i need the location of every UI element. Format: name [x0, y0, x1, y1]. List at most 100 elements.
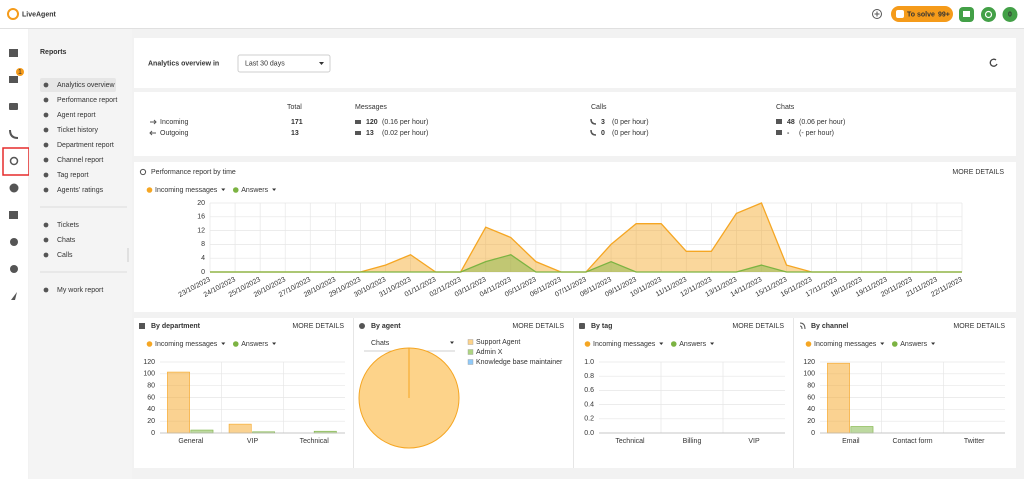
- to-solve-count[interactable]: 99+: [938, 11, 950, 18]
- badge: [16, 68, 24, 76]
- legend-marker[interactable]: [891, 341, 898, 347]
- nav-item[interactable]: Department report: [57, 142, 114, 149]
- refresh-button[interactable]: [989, 58, 998, 67]
- legend-marker[interactable]: [146, 341, 153, 347]
- dropdown-caret[interactable]: [272, 342, 277, 346]
- nav-item[interactable]: Performance report: [57, 97, 117, 104]
- nav-item[interactable]: My work report: [57, 287, 103, 294]
- nav-item[interactable]: Calls: [57, 252, 73, 259]
- to-solve-button[interactable]: [891, 6, 953, 22]
- call-icon: [590, 129, 597, 136]
- knowledge-icon[interactable]: [9, 211, 18, 219]
- stats-row-label: Outgoing: [160, 130, 189, 137]
- nav-icon: [43, 187, 49, 193]
- legend-label[interactable]: Incoming messages: [155, 187, 218, 194]
- dropdown-caret[interactable]: [659, 342, 664, 346]
- dropdown-caret[interactable]: [221, 188, 226, 192]
- plugins-icon[interactable]: [10, 265, 18, 273]
- legend-label[interactable]: Answers: [241, 341, 268, 348]
- section-icon: [799, 322, 806, 330]
- bar: [167, 371, 190, 434]
- legend-marker[interactable]: [805, 341, 812, 347]
- nav-item[interactable]: Chats: [57, 237, 76, 244]
- nav-item[interactable]: Agent report: [57, 112, 96, 119]
- dropdown-caret[interactable]: [221, 342, 226, 346]
- nav-item[interactable]: Tag report: [57, 172, 89, 179]
- launch-icon[interactable]: [11, 292, 17, 300]
- chart-title: By tag: [591, 323, 612, 330]
- y-tick-label: 60: [147, 394, 155, 401]
- more-details-link[interactable]: MORE DETAILS: [292, 323, 344, 330]
- legend-label[interactable]: Answers: [679, 341, 706, 348]
- dropdown-caret[interactable]: [450, 341, 454, 345]
- y-tick-label: 0.2: [584, 416, 594, 423]
- legend-label[interactable]: Answers: [900, 341, 927, 348]
- nav-item[interactable]: Ticket history: [57, 127, 98, 134]
- nav-item[interactable]: Analytics overview: [57, 82, 116, 89]
- add-button[interactable]: [872, 9, 882, 19]
- dropdown-caret[interactable]: [272, 188, 277, 192]
- x-tick-label: Twitter: [964, 438, 985, 445]
- tickets-icon[interactable]: [9, 76, 18, 83]
- more-details-link[interactable]: MORE DETAILS: [953, 323, 1005, 330]
- legend-swatch[interactable]: [467, 349, 474, 355]
- nav-icon: [43, 252, 49, 258]
- nav-item[interactable]: Agents' ratings: [57, 187, 104, 194]
- stats-chats: 48: [787, 119, 795, 126]
- more-details-link[interactable]: MORE DETAILS: [732, 323, 784, 330]
- y-tick-label: 40: [807, 406, 815, 413]
- overview-title: Analytics overview in: [148, 60, 219, 67]
- legend-marker[interactable]: [232, 187, 239, 193]
- legend-label[interactable]: Incoming messages: [155, 341, 218, 348]
- calls-icon[interactable]: [9, 129, 19, 139]
- period-select[interactable]: [237, 54, 331, 73]
- pie-selector[interactable]: Chats: [371, 340, 390, 347]
- legend-label[interactable]: Knowledge base maintainer: [476, 359, 563, 366]
- nav-icon: [43, 287, 49, 293]
- dropdown-caret[interactable]: [931, 342, 936, 346]
- legend-label[interactable]: Admin X: [476, 349, 503, 356]
- legend-label[interactable]: Incoming messages: [814, 341, 877, 348]
- stats-total: 13: [291, 130, 299, 137]
- legend-label[interactable]: Incoming messages: [593, 341, 656, 348]
- to-solve-label[interactable]: To solve: [907, 11, 935, 18]
- nav-icon: [43, 97, 49, 103]
- stats-column: Total: [287, 104, 302, 111]
- legend-label[interactable]: Answers: [241, 187, 268, 194]
- period-value[interactable]: Last 30 days: [245, 61, 285, 68]
- legend-swatch[interactable]: [467, 339, 474, 345]
- x-tick-label: General: [178, 438, 203, 445]
- y-tick-label: 0: [151, 430, 155, 437]
- more-details-link[interactable]: MORE DETAILS: [512, 323, 564, 330]
- nav-item[interactable]: Channel report: [57, 157, 103, 164]
- agent-avatar[interactable]: [1002, 7, 1018, 22]
- x-tick-label: Billing: [683, 438, 702, 445]
- contacts-icon[interactable]: [9, 183, 19, 193]
- y-tick-label: 0: [811, 430, 815, 437]
- legend-marker[interactable]: [232, 341, 239, 347]
- y-tick-label: 0.8: [584, 373, 594, 380]
- dashboard-icon[interactable]: [9, 49, 18, 57]
- legend-marker[interactable]: [146, 187, 153, 193]
- top-bar: [0, 0, 1024, 28]
- reports-icon[interactable]: [9, 156, 19, 166]
- legend-marker[interactable]: [670, 341, 677, 347]
- legend-marker[interactable]: [584, 341, 591, 347]
- settings-icon[interactable]: [10, 238, 18, 246]
- series-line: [210, 254, 962, 273]
- dropdown-caret[interactable]: [880, 342, 885, 346]
- main-panel: [134, 38, 1016, 468]
- logo-icon[interactable]: [7, 8, 19, 20]
- legend-label[interactable]: Support Agent: [476, 339, 520, 346]
- call-status-button[interactable]: [981, 7, 996, 22]
- y-tick-label: 12: [197, 227, 205, 234]
- y-tick-label: 0.0: [584, 430, 594, 437]
- nav-item[interactable]: Tickets: [57, 222, 79, 229]
- legend-swatch[interactable]: [467, 359, 474, 365]
- chats-icon[interactable]: [9, 103, 18, 110]
- more-details-link[interactable]: MORE DETAILS: [952, 169, 1004, 176]
- nav-icon: [43, 112, 49, 118]
- outgoing-icon: [149, 130, 156, 136]
- dropdown-caret[interactable]: [710, 342, 715, 346]
